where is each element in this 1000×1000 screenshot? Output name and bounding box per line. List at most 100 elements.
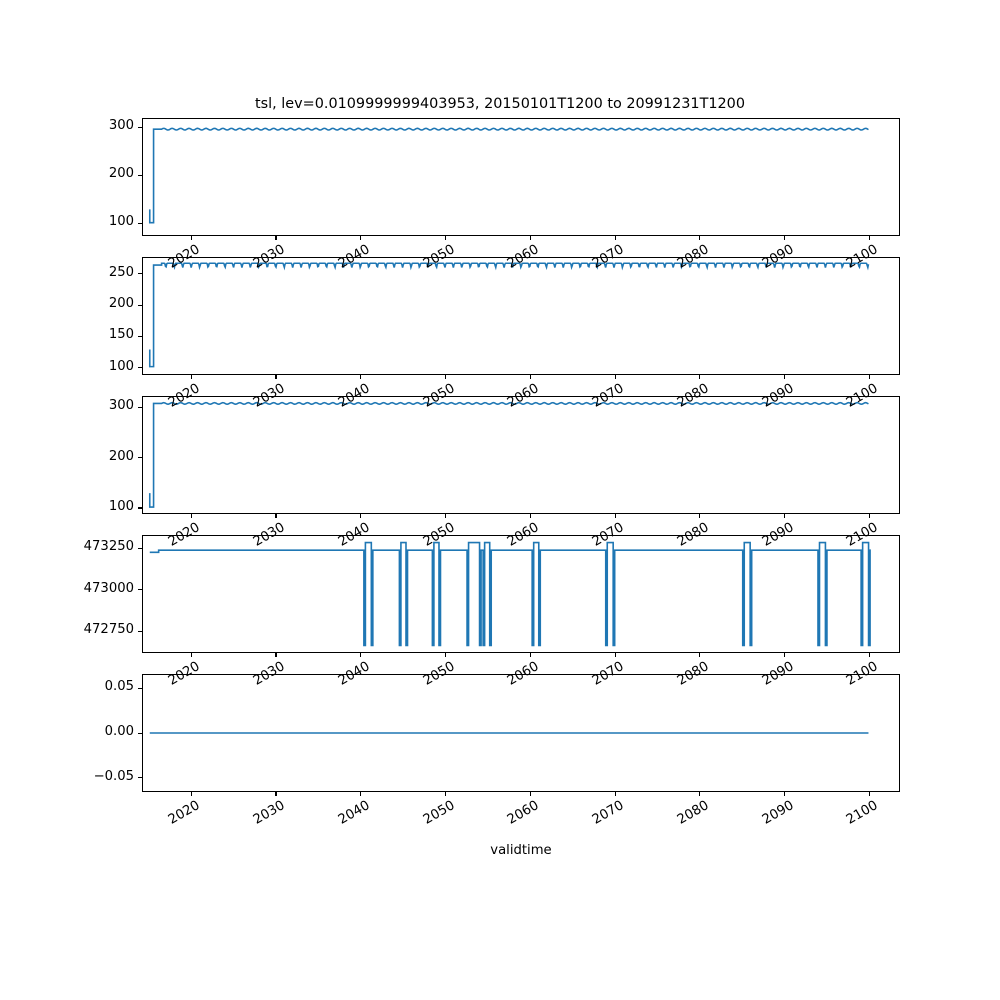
subplot-nummasked	[142, 535, 900, 653]
x-tick-mark	[190, 792, 192, 796]
x-axis-label: validtime	[490, 843, 552, 858]
x-tick-mark	[784, 514, 786, 518]
x-tick-mark	[275, 792, 277, 796]
x-tick-mark	[614, 514, 616, 518]
y-tick-mark	[138, 304, 142, 306]
y-tick-mark	[138, 777, 142, 779]
data-line	[149, 541, 871, 647]
x-tick-mark	[360, 792, 362, 796]
figure-title: tsl, lev=0.0109999999403953, 20150101T12…	[255, 96, 745, 112]
x-tick-mark	[868, 514, 871, 518]
x-tick-mark	[699, 792, 701, 796]
x-tick-mark	[445, 514, 447, 518]
x-tick-mark	[614, 792, 616, 796]
x-tick-mark	[360, 375, 362, 379]
x-tick-mark	[275, 653, 277, 657]
x-tick-mark	[275, 514, 277, 518]
x-tick-mark	[445, 792, 447, 796]
y-tick-mark	[138, 222, 142, 225]
y-tick-label: 250	[108, 264, 134, 280]
y-tick-mark	[138, 687, 142, 689]
x-tick-mark	[360, 514, 362, 518]
x-tick-label: 2040	[335, 798, 373, 828]
x-tick-mark	[360, 653, 362, 657]
y-tick-mark	[138, 507, 142, 509]
y-tick-label: 0.05	[104, 679, 134, 695]
plot-line-fieldmin	[148, 262, 870, 368]
x-tick-mark	[784, 375, 786, 379]
x-tick-mark	[784, 653, 786, 657]
subplot-fieldmax	[142, 396, 900, 514]
x-tick-mark	[699, 514, 701, 518]
x-tick-mark	[784, 236, 786, 240]
x-tick-mark	[699, 375, 701, 379]
x-tick-mark	[190, 375, 192, 379]
y-tick-mark	[138, 630, 142, 632]
data-line	[148, 262, 870, 368]
y-tick-label: 100	[108, 358, 134, 374]
x-tick-label: 2020	[166, 798, 203, 828]
y-tick-mark	[138, 457, 142, 459]
x-tick-label: 2090	[759, 798, 797, 828]
plot-line-fieldmean	[148, 127, 869, 224]
y-tick-label: 300	[108, 398, 134, 414]
y-tick-mark	[138, 547, 142, 549]
y-tick-label: 100	[108, 214, 134, 230]
y-tick-label: 473250	[83, 539, 134, 555]
x-tick-mark	[529, 514, 531, 518]
y-tick-label: 150	[108, 327, 134, 343]
x-tick-mark	[868, 236, 871, 240]
x-tick-mark	[868, 375, 871, 379]
y-tick-mark	[138, 174, 142, 176]
y-tick-mark	[138, 732, 142, 734]
y-tick-label: 200	[108, 296, 134, 312]
x-tick-label: 2050	[420, 798, 458, 828]
y-tick-mark	[138, 335, 142, 337]
y-tick-label: 100	[108, 498, 134, 514]
y-tick-mark	[138, 367, 142, 369]
y-tick-mark	[138, 589, 142, 591]
x-tick-mark	[784, 792, 786, 796]
x-tick-label: 2070	[590, 798, 627, 828]
y-tick-mark	[138, 406, 142, 408]
y-tick-label: 200	[108, 448, 134, 464]
x-tick-mark	[190, 514, 192, 518]
x-tick-mark	[614, 653, 616, 657]
subplot-numnan	[142, 674, 900, 792]
x-tick-mark	[360, 236, 362, 240]
y-tick-label: 472750	[83, 622, 134, 638]
y-tick-label: −0.05	[93, 768, 134, 784]
plot-line-numnan	[149, 732, 869, 734]
x-tick-label: 2100	[844, 798, 881, 828]
x-tick-mark	[868, 653, 871, 657]
data-line	[148, 401, 869, 508]
y-tick-label: 200	[108, 166, 134, 182]
plot-line-fieldmax	[148, 401, 869, 508]
x-tick-label: 2080	[674, 798, 712, 828]
x-tick-mark	[529, 792, 531, 796]
x-tick-mark	[190, 653, 192, 657]
y-tick-label: 300	[108, 118, 134, 134]
x-tick-mark	[275, 375, 277, 379]
y-tick-mark	[138, 126, 142, 128]
x-tick-mark	[868, 792, 871, 796]
x-tick-mark	[614, 236, 616, 240]
subplot-fieldmean	[142, 118, 900, 236]
x-tick-mark	[529, 236, 531, 240]
x-tick-mark	[445, 653, 447, 657]
x-tick-mark	[529, 653, 531, 657]
y-tick-label: 0.00	[104, 724, 134, 739]
x-tick-mark	[445, 375, 447, 379]
y-tick-mark	[138, 273, 142, 275]
x-tick-mark	[190, 236, 192, 240]
x-tick-mark	[699, 653, 701, 657]
x-tick-mark	[445, 236, 447, 240]
x-tick-mark	[529, 375, 531, 379]
x-tick-mark	[275, 236, 277, 240]
y-tick-label: 473000	[83, 580, 134, 596]
x-tick-mark	[614, 375, 616, 379]
data-line	[148, 127, 869, 224]
x-tick-label: 2060	[505, 798, 542, 828]
plot-line-nummasked	[149, 541, 871, 647]
